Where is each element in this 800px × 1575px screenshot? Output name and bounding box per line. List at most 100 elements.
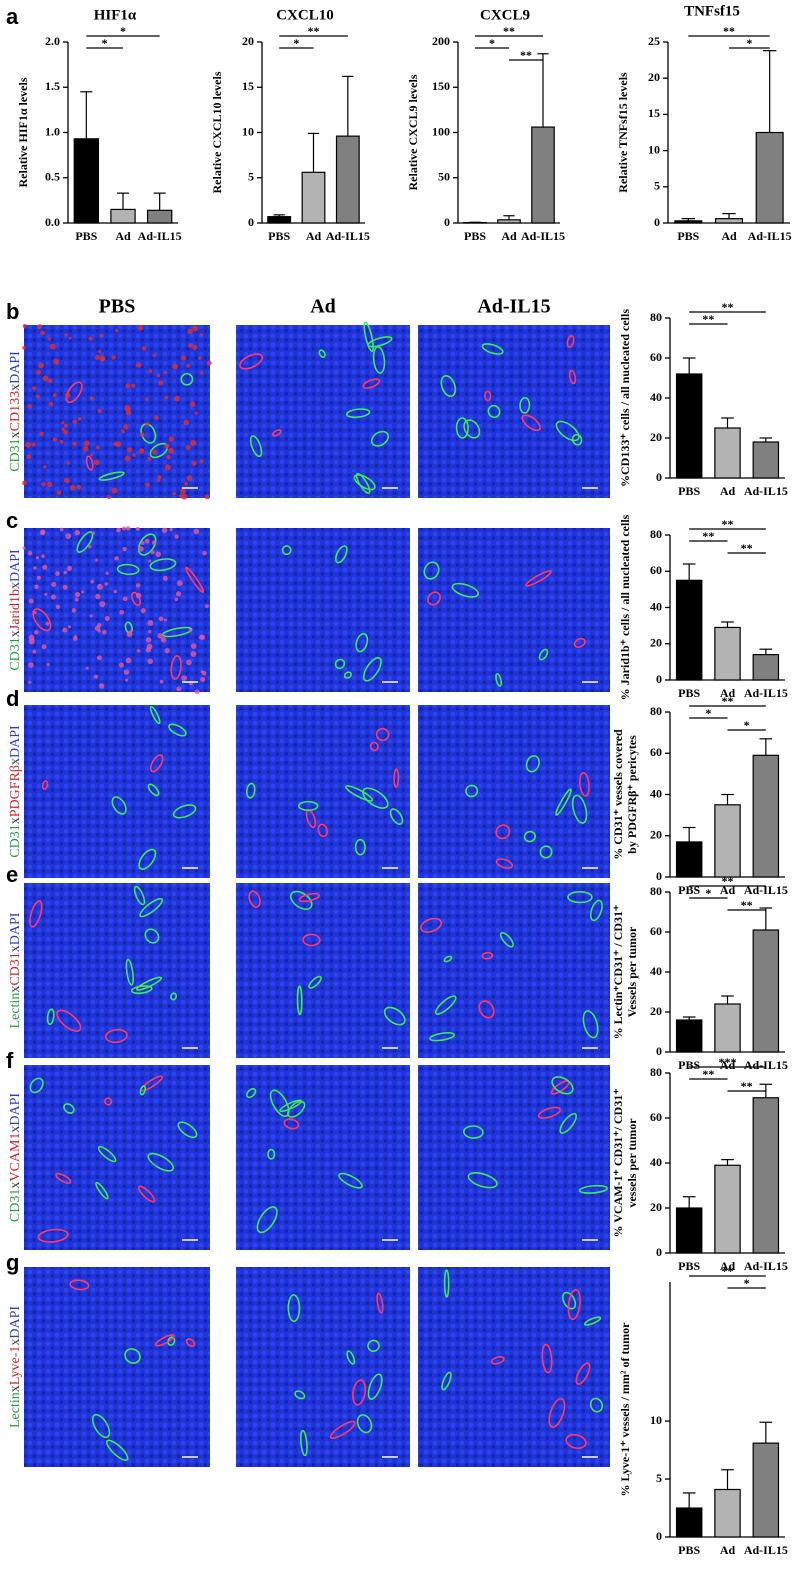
stained-cell bbox=[48, 378, 53, 384]
x-tick-label: PBS bbox=[678, 1543, 700, 1557]
vessel bbox=[370, 430, 390, 447]
stained-cell bbox=[164, 648, 170, 654]
stained-cell bbox=[125, 383, 131, 389]
y-tick-label: 0 bbox=[656, 470, 662, 484]
stained-cell bbox=[88, 336, 93, 341]
vessel bbox=[354, 838, 366, 856]
stained-cell bbox=[44, 592, 48, 596]
vessel bbox=[41, 780, 49, 791]
stained-cell bbox=[96, 583, 103, 590]
x-tick-label: Ad bbox=[501, 229, 517, 243]
significance-label: *** bbox=[719, 1055, 737, 1069]
stained-cell bbox=[164, 443, 170, 449]
stain-part: DAPI bbox=[8, 1306, 23, 1339]
vessel bbox=[239, 353, 264, 370]
significance-label: * bbox=[102, 36, 108, 50]
stain-part: x bbox=[8, 630, 23, 637]
stained-cell bbox=[72, 441, 77, 446]
micrograph bbox=[236, 705, 410, 878]
y-tick-label: 20 bbox=[242, 34, 254, 48]
vessel bbox=[484, 390, 492, 402]
vessel bbox=[589, 899, 603, 922]
stain-part: Lectin bbox=[8, 1392, 23, 1428]
stained-cell bbox=[28, 634, 35, 641]
y-tick-label: 60 bbox=[650, 1110, 662, 1124]
stain-part: x bbox=[8, 758, 23, 765]
vessel bbox=[329, 1420, 356, 1440]
vessel bbox=[346, 1350, 356, 1365]
vessel bbox=[376, 1292, 384, 1314]
vessel bbox=[111, 796, 127, 815]
vessel bbox=[352, 1379, 367, 1406]
x-tick-label: Ad-IL15 bbox=[748, 229, 792, 243]
micrograph bbox=[24, 705, 210, 878]
stain-part: Lectin bbox=[8, 993, 23, 1029]
stained-cell bbox=[61, 421, 65, 425]
y-axis-label: Relative CXCL9 levels bbox=[406, 74, 420, 190]
stained-cell bbox=[22, 345, 27, 350]
stained-cell bbox=[127, 447, 133, 453]
chart-title: CXCL9 bbox=[480, 7, 530, 23]
stained-cell bbox=[190, 643, 197, 649]
stained-cell bbox=[85, 666, 89, 670]
stained-cell bbox=[174, 597, 179, 602]
stain-part: DAPI bbox=[8, 1093, 23, 1126]
vessel bbox=[63, 1103, 75, 1114]
x-tick-label: Ad bbox=[720, 484, 736, 498]
vessel bbox=[55, 1172, 72, 1184]
stained-cell bbox=[53, 358, 60, 365]
y-axis-label: % VCAM-1⁺ CD31⁺/ CD31⁺ bbox=[611, 1088, 625, 1237]
y-tick-label: 5 bbox=[656, 1471, 662, 1485]
vessel bbox=[46, 1008, 55, 1026]
stained-cell bbox=[34, 630, 39, 635]
bar bbox=[674, 220, 703, 224]
stained-cell bbox=[135, 592, 142, 599]
y-axis-label: Relative CXCL10 levels bbox=[210, 71, 224, 193]
vessel bbox=[362, 378, 381, 389]
stained-cell bbox=[91, 531, 96, 535]
significance-label: * bbox=[705, 886, 711, 900]
vessel bbox=[537, 1106, 562, 1119]
stain-part: CD31 bbox=[8, 824, 23, 857]
stained-cell bbox=[200, 670, 204, 674]
vessel bbox=[294, 1390, 306, 1400]
x-tick-label: Ad-IL15 bbox=[744, 484, 788, 498]
stain-part: x bbox=[8, 1339, 23, 1346]
stained-cell bbox=[50, 594, 56, 600]
stained-cell bbox=[144, 538, 150, 544]
vessel bbox=[85, 455, 94, 471]
stained-cell bbox=[145, 482, 150, 488]
vessel bbox=[269, 1089, 290, 1117]
stained-cell bbox=[138, 545, 144, 552]
y-tick-label: 20 bbox=[650, 828, 662, 842]
stained-cell bbox=[41, 554, 45, 558]
stained-cell bbox=[151, 540, 157, 545]
micrograph bbox=[418, 883, 610, 1058]
stained-cell bbox=[113, 589, 117, 594]
x-tick-label: Ad-IL15 bbox=[744, 883, 788, 897]
bar bbox=[301, 171, 326, 224]
stained-cell bbox=[25, 442, 31, 448]
stained-cell bbox=[172, 363, 179, 370]
y-axis-label: Relative HIF1α levels bbox=[16, 77, 30, 187]
y-axis-label: % Lyve-1⁺ vessels / mm² of tumor bbox=[618, 1322, 632, 1497]
stained-cell bbox=[122, 546, 127, 552]
stained-cell bbox=[38, 362, 44, 369]
stained-cell bbox=[180, 488, 186, 495]
stained-cell bbox=[164, 464, 171, 471]
bar bbox=[675, 1207, 703, 1254]
x-tick-label: Ad bbox=[720, 1259, 736, 1273]
stained-cell bbox=[22, 480, 28, 486]
stain-part: CD31 bbox=[8, 637, 23, 670]
vessel bbox=[353, 474, 376, 491]
vessel bbox=[555, 420, 580, 442]
stain-label: LectinxCD31xDAPI bbox=[8, 912, 23, 1028]
stained-cell bbox=[63, 429, 68, 435]
vessel bbox=[440, 375, 457, 398]
stained-cell bbox=[41, 481, 46, 487]
stained-cell bbox=[199, 459, 204, 463]
stain-part: x bbox=[8, 1385, 23, 1392]
stained-cell bbox=[138, 448, 145, 454]
stained-cell bbox=[119, 609, 125, 615]
stained-cell bbox=[62, 627, 68, 633]
